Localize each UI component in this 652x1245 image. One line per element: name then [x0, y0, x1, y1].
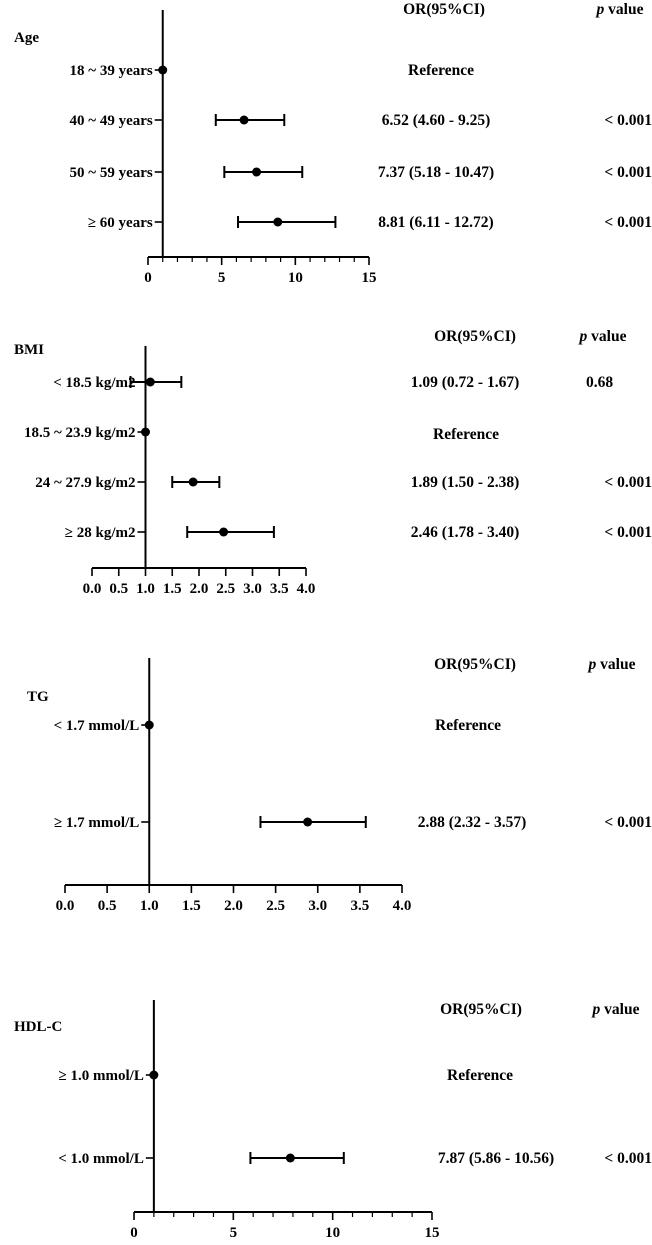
bmi-or-point [145, 377, 155, 387]
bmi-or-point [219, 527, 229, 537]
tg-x-tick-label: 0.0 [56, 898, 75, 914]
age-header-p: p value [595, 1, 644, 18]
hdl-title: HDL-C [14, 1019, 62, 1035]
bmi-x-tick-label: 2.5 [216, 581, 235, 597]
age-or-point [239, 115, 249, 125]
tg-header-p: p value [587, 656, 636, 673]
bmi-row-label: < 18.5 kg/m2 [53, 375, 135, 391]
age-x-tick-label: 5 [218, 270, 226, 286]
forest-panel-bmi: BMI OR(95%CI) p value 0.0 0.5 1.0 1.5 2.0 2.5 3.0… [0, 310, 652, 610]
tg-or-ci-text: Reference [435, 717, 501, 734]
tg-p-value: < 0.001 [604, 814, 652, 831]
age-row-label: 40 ~ 49 years [70, 113, 153, 129]
forest-panel-hdl: HDL-C OR(95%CI) p value 0 5 10 15 ≥ 1.0 mmol/L R… [0, 980, 652, 1241]
tg-or-ci-text: 2.88 (2.32 - 3.57) [418, 814, 527, 831]
hdl-row-label: ≥ 1.0 mmol/L [59, 1068, 144, 1084]
age-or-ci-text: 7.37 (5.18 - 10.47) [378, 164, 494, 181]
bmi-x-tick-label: 4.0 [297, 581, 316, 597]
bmi-p-value: < 0.001 [604, 524, 652, 541]
bmi-row-label: 24 ~ 27.9 kg/m2 [35, 475, 135, 491]
tg-or-point [144, 720, 154, 730]
bmi-x-tick-label: 2.0 [190, 581, 209, 597]
forest-svg-hdl: HDL-C OR(95%CI) p value 0 5 10 15 ≥ 1.0 mmol/L R… [14, 1000, 652, 1241]
tg-x-tick-label: 0.5 [98, 898, 117, 914]
age-row-label: ≥ 60 years [88, 215, 153, 231]
bmi-or-ci-text: 2.46 (1.78 - 3.40) [411, 524, 520, 541]
age-x-tick-label: 15 [362, 270, 377, 286]
age-or-point [252, 167, 262, 177]
age-or-point [158, 65, 168, 75]
hdl-x-tick-label: 10 [325, 1225, 340, 1240]
tg-x-tick-label: 1.0 [140, 898, 159, 914]
forest-svg-age: Age OR(95%CI) p value 0 5 10 15 18 ~ 39 years Re… [14, 1, 652, 286]
hdl-x-tick-label: 15 [425, 1225, 440, 1240]
age-row-label: 50 ~ 59 years [70, 165, 153, 181]
age-p-value: < 0.001 [604, 214, 652, 231]
bmi-or-point [188, 477, 198, 487]
bmi-row-label: 18.5 ~ 23.9 kg/m2 [24, 425, 136, 441]
bmi-or-ci-text: 1.09 (0.72 - 1.67) [411, 374, 520, 391]
bmi-x-tick-label: 3.5 [270, 581, 289, 597]
hdl-header-p: p value [591, 1001, 640, 1018]
age-or-ci-text: Reference [408, 62, 474, 79]
bmi-header-or: OR(95%CI) [434, 328, 516, 345]
age-title: Age [14, 30, 39, 46]
bmi-header-p: p value [578, 328, 627, 345]
hdl-row-label: < 1.0 mmol/L [58, 1151, 144, 1167]
bmi-title: BMI [14, 342, 44, 358]
bmi-or-ci-text: Reference [433, 426, 499, 443]
bmi-or-ci-text: 1.89 (1.50 - 2.38) [411, 474, 520, 491]
tg-x-tick-label: 3.0 [308, 898, 327, 914]
bmi-x-tick-label: 0.0 [83, 581, 102, 597]
age-x-tick-label: 0 [144, 270, 152, 286]
hdl-x-tick-label: 0 [130, 1225, 138, 1240]
tg-or-point [303, 817, 313, 827]
forest-svg-tg: TG OR(95%CI) p value 0.0 0.5 1.0 1.5 2.0 2.5 3.0 3… [27, 656, 652, 914]
bmi-row-label: ≥ 28 kg/m2 [65, 525, 136, 541]
bmi-or-point [141, 427, 150, 437]
hdl-or-ci-text: Reference [447, 1067, 513, 1084]
hdl-or-ci-text: 7.87 (5.86 - 10.56) [438, 1150, 554, 1167]
forest-panel-tg: TG OR(95%CI) p value 0.0 0.5 1.0 1.5 2.0 2.5 3.0 3… [0, 640, 652, 920]
tg-title: TG [27, 689, 49, 705]
age-x-tick-label: 10 [288, 270, 303, 286]
bmi-x-tick-label: 3.0 [243, 581, 262, 597]
bmi-x-tick-label: 0.5 [109, 581, 128, 597]
bmi-p-value: 0.68 [586, 374, 613, 391]
hdl-header-or: OR(95%CI) [440, 1001, 522, 1018]
tg-header-or: OR(95%CI) [434, 656, 516, 673]
age-row-label: 18 ~ 39 years [70, 63, 153, 79]
age-or-point [273, 217, 283, 227]
tg-x-tick-label: 2.0 [224, 898, 243, 914]
hdl-or-point [285, 1153, 295, 1163]
hdl-p-value: < 0.001 [604, 1150, 652, 1167]
hdl-or-point [149, 1070, 159, 1080]
tg-row-label: < 1.7 mmol/L [54, 718, 140, 734]
forest-panel-age: Age OR(95%CI) p value 0 5 10 15 18 ~ 39 years Re… [0, 0, 652, 300]
tg-x-tick-label: 1.5 [182, 898, 201, 914]
age-header-or: OR(95%CI) [403, 1, 485, 18]
age-or-ci-text: 8.81 (6.11 - 12.72) [378, 214, 493, 231]
tg-row-label: ≥ 1.7 mmol/L [54, 815, 139, 831]
tg-x-tick-label: 2.5 [266, 898, 285, 914]
age-p-value: < 0.001 [604, 164, 652, 181]
bmi-x-tick-label: 1.5 [163, 581, 182, 597]
age-or-ci-text: 6.52 (4.60 - 9.25) [382, 112, 491, 129]
hdl-x-tick-label: 5 [230, 1225, 238, 1240]
tg-x-tick-label: 3.5 [351, 898, 370, 914]
age-p-value: < 0.001 [604, 112, 652, 129]
bmi-p-value: < 0.001 [604, 474, 652, 491]
forest-svg-bmi: BMI OR(95%CI) p value 0.0 0.5 1.0 1.5 2.0 2.5 3.0… [14, 328, 652, 597]
tg-x-tick-label: 4.0 [393, 898, 412, 914]
bmi-x-tick-label: 1.0 [136, 581, 155, 597]
